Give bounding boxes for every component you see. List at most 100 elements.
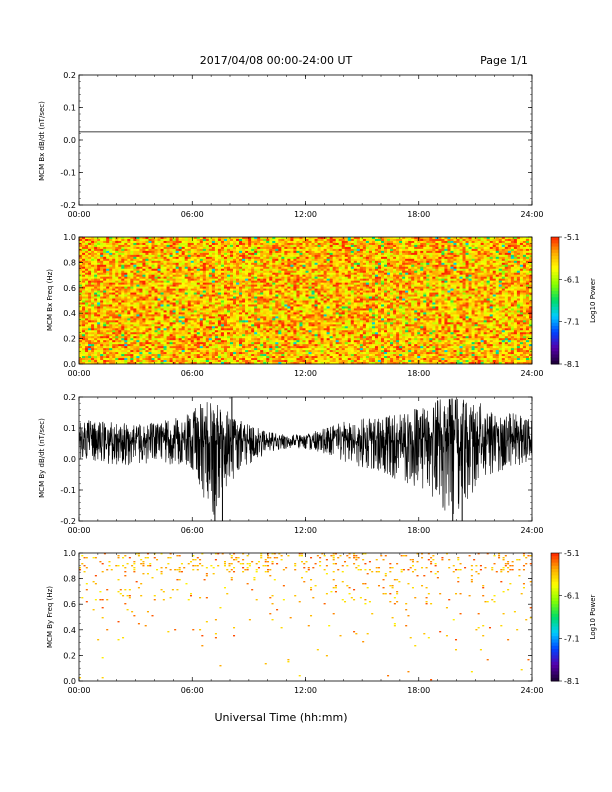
- spectrogram-cell: [85, 240, 89, 244]
- spectrogram-cell: [181, 292, 185, 295]
- spectrogram-cell: [142, 258, 146, 262]
- spectrogram-cell: [148, 310, 152, 313]
- spectrogram-cell: [196, 322, 201, 325]
- spectrogram-cell: [248, 270, 252, 274]
- spectrogram-cell: [79, 272, 83, 275]
- spectrogram-cell: [217, 344, 222, 347]
- spectrogram-cell: [278, 280, 282, 283]
- spectrogram-cell: [263, 292, 267, 295]
- spectrogram-cell: [142, 308, 146, 311]
- spectrogram-cell: [308, 238, 312, 242]
- spectrogram-cell: [299, 316, 303, 319]
- spectrogram-cell: [109, 270, 113, 274]
- spectrogram-cell: [220, 308, 225, 311]
- spectrogram-cell: [148, 298, 152, 301]
- spectrogram-cell: [112, 272, 116, 275]
- spectrogram-cell: [233, 292, 237, 295]
- spectrogram-cell: [257, 288, 261, 291]
- spectrogram-cell: [166, 322, 170, 325]
- spectrogram-cell: [139, 308, 143, 311]
- spectrogram-cell: [115, 248, 119, 252]
- spectrogram-cell: [172, 326, 176, 329]
- spectrogram-cell: [233, 346, 237, 349]
- spectrogram-cell: [196, 254, 201, 258]
- spectrogram-cell: [151, 302, 155, 305]
- spectrogram-cell: [233, 320, 237, 323]
- spectrogram-cell: [220, 286, 225, 289]
- spectrogram-cell: [163, 258, 167, 262]
- spectrogram-cell: [287, 274, 291, 277]
- spectrogram-cell: [163, 274, 167, 277]
- spectrogram-cell: [103, 356, 107, 359]
- spectrogram-cell: [118, 278, 122, 281]
- spectrogram-cell: [154, 362, 158, 365]
- spectrogram-cell: [106, 312, 110, 315]
- spectrogram-cell: [85, 334, 89, 337]
- spectrogram-cell: [106, 272, 110, 275]
- spectrogram-cell: [251, 274, 255, 277]
- spectrogram-cell: [266, 264, 270, 268]
- spectrogram-cell: [208, 262, 213, 266]
- spectrogram-cell: [145, 356, 149, 359]
- spectrogram-cell: [88, 262, 92, 266]
- spectrogram-cell: [103, 276, 107, 279]
- spectrogram-cell: [266, 260, 270, 264]
- spectrogram-cell: [151, 300, 155, 303]
- spectrogram-cell: [260, 244, 264, 248]
- spectrogram-cell: [278, 288, 282, 291]
- spectrogram-cell: [196, 326, 201, 329]
- spectrogram-cell: [184, 250, 189, 254]
- spectrogram-cell: [193, 356, 198, 359]
- spectrogram-cell: [184, 268, 189, 272]
- spectrogram-cell: [130, 238, 134, 242]
- spectrogram-cell: [130, 276, 134, 279]
- spectrogram-cell: [275, 312, 279, 315]
- spectrogram-cell: [136, 254, 140, 258]
- spectrogram-cell: [193, 350, 198, 353]
- spectrogram-cell: [187, 314, 192, 317]
- spectrogram-cell: [248, 326, 252, 329]
- spectrogram-cell: [133, 328, 137, 331]
- spectrogram-cell: [157, 312, 161, 315]
- spectrogram-cell: [220, 276, 225, 279]
- spectrogram-cell: [199, 310, 204, 313]
- spectrogram-cell: [145, 242, 149, 246]
- spectrogram-cell: [160, 302, 164, 305]
- spectrogram-cell: [97, 274, 101, 277]
- spectrogram-cell: [142, 274, 146, 277]
- spectrogram-cell: [118, 268, 122, 272]
- spectrogram-cell: [217, 324, 222, 327]
- spectrogram-cell: [236, 354, 240, 357]
- spectrogram-cell: [172, 358, 176, 361]
- spectrogram-cell: [281, 324, 285, 327]
- spectrogram-cell: [202, 282, 207, 285]
- spectrogram-cell: [208, 342, 213, 345]
- spectrogram-cell: [233, 330, 237, 333]
- spectrogram-cell: [103, 312, 107, 315]
- spectrogram-cell: [154, 344, 158, 347]
- spectrogram-cell: [91, 238, 95, 242]
- spectrogram-cell: [293, 298, 297, 301]
- spectrogram-cell: [236, 338, 240, 341]
- spectrogram-cell: [127, 302, 131, 305]
- spectrogram-cell: [293, 350, 297, 353]
- spectrogram-cell: [181, 344, 185, 347]
- spectrogram-cell: [139, 306, 143, 309]
- spectrogram-cell: [263, 238, 267, 242]
- spectrogram-cell: [139, 318, 143, 321]
- spectrogram-cell: [151, 260, 155, 264]
- spectrogram-cell: [248, 244, 252, 248]
- panel-bx-spectrogram: MCM Bx Freq (Hz) 00:00 06:00 12:00 18:00 24:…: [46, 233, 597, 378]
- spectrogram-cell: [148, 286, 152, 289]
- spectrogram-cell: [254, 246, 258, 250]
- spectrogram-cell: [205, 362, 210, 365]
- spectrogram-cell: [290, 288, 294, 291]
- spectrogram-cell: [127, 254, 131, 258]
- spectrogram-cell: [160, 344, 164, 347]
- spectrogram-cell: [181, 276, 185, 279]
- spectrogram-cell: [305, 246, 309, 250]
- spectrogram-cell: [157, 310, 161, 313]
- spectrogram-cell: [148, 274, 152, 277]
- spectrogram-cell: [163, 256, 167, 260]
- spectrogram-cell: [202, 338, 207, 341]
